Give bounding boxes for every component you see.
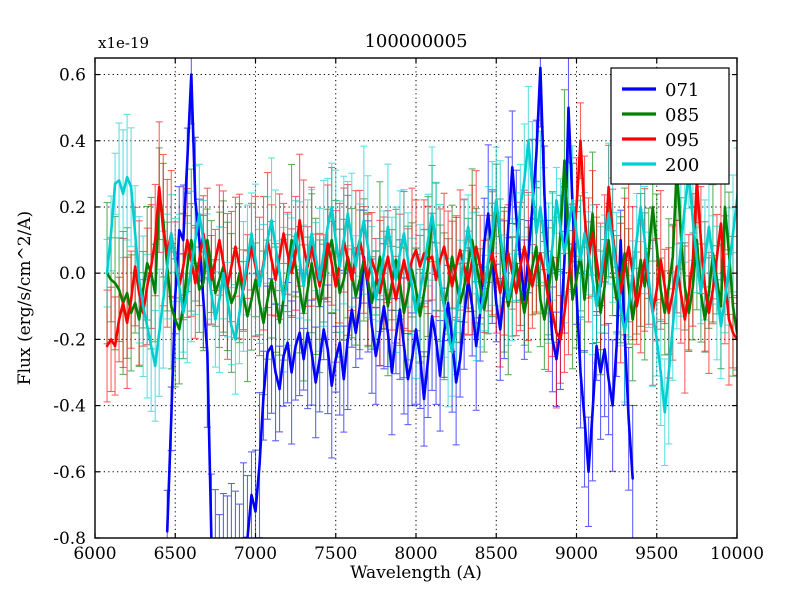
- x-tick-label: 6000: [73, 544, 116, 564]
- x-tick-label: 10000: [710, 544, 764, 564]
- legend-label-071: 071: [665, 80, 699, 101]
- legend-label-200: 200: [665, 155, 699, 176]
- x-tick-label: 7500: [314, 544, 357, 564]
- y-tick-label: -0.6: [53, 463, 86, 483]
- x-axis-label: Wavelength (A): [350, 563, 482, 583]
- series-line-071: [165, 66, 634, 538]
- page-title: 100000005: [364, 31, 467, 52]
- x-tick-label: 8500: [475, 544, 518, 564]
- series-layer: [105, 66, 737, 538]
- x-tick-label: 6500: [154, 544, 197, 564]
- series-line-200: [105, 139, 737, 414]
- y-tick-label: 0.4: [59, 132, 86, 152]
- y-axis-label: Flux (erg/s/cm^2/A): [15, 211, 35, 385]
- axis-ticks: 6000 6500 7000 7500 8000 8500 9000 9500 10000 -0.…: [53, 58, 764, 564]
- legend-label-095: 095: [665, 130, 699, 151]
- y-tick-label: 0.2: [59, 198, 86, 218]
- y-tick-label: -0.8: [53, 529, 86, 549]
- y-exponent-label: x1e-19: [98, 34, 149, 52]
- x-tick-label: 9500: [635, 544, 678, 564]
- legend[interactable]: 071 085 095 200: [610, 67, 730, 185]
- y-tick-label: 0.0: [59, 264, 86, 284]
- x-tick-label: 9000: [555, 544, 598, 564]
- x-tick-label: 7000: [234, 544, 277, 564]
- series-line-095: [105, 139, 737, 348]
- y-tick-label: 0.6: [59, 66, 86, 86]
- legend-label-085: 085: [665, 105, 699, 126]
- y-tick-label: -0.4: [53, 397, 86, 417]
- x-tick-label: 8000: [394, 544, 437, 564]
- y-tick-label: -0.2: [53, 330, 86, 350]
